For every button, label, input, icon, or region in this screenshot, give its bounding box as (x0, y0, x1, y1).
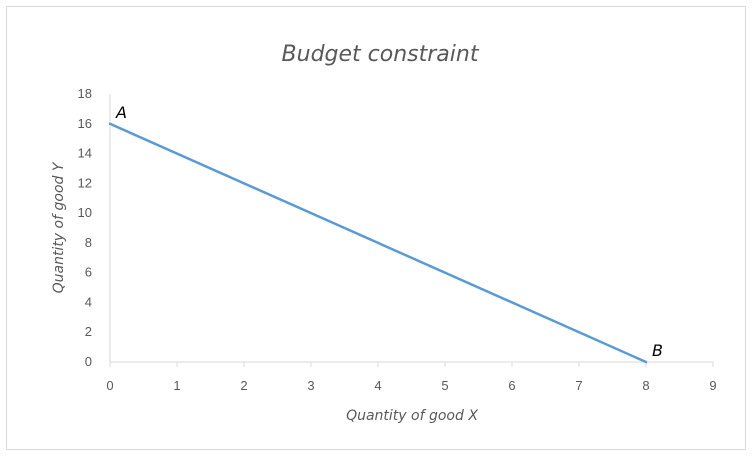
y-tick-label: 10 (78, 205, 92, 220)
y-tick-label: 6 (85, 265, 92, 280)
point-label-a: A (115, 103, 127, 122)
y-tick-label: 16 (78, 116, 92, 131)
x-tick-label: 2 (240, 378, 247, 393)
y-tick-label: 0 (85, 354, 92, 369)
y-tick-label: 2 (85, 324, 92, 339)
x-tick-label: 0 (106, 378, 113, 393)
series-layer (108, 122, 648, 364)
x-tick-label: 7 (575, 378, 582, 393)
y-tick-label: 4 (85, 294, 92, 309)
y-tick-label: 8 (85, 235, 92, 250)
budget-line (108, 122, 648, 364)
y-axis-label: Quantity of good Y (51, 161, 67, 293)
y-tick-label: 12 (78, 175, 92, 190)
x-tick-label: 8 (642, 378, 649, 393)
x-tick-label: 4 (374, 378, 381, 393)
y-tick-label: 14 (78, 146, 92, 161)
x-tick-label: 6 (508, 378, 515, 393)
x-tick-label: 9 (709, 378, 716, 393)
x-axis-label: Quantity of good X (346, 408, 478, 424)
point-label-b: B (652, 341, 663, 360)
x-tick-label: 5 (441, 378, 448, 393)
annotations-layer: AB (115, 103, 663, 360)
x-tick-label: 1 (173, 378, 180, 393)
chart-title: Budget constraint (282, 42, 480, 67)
y-tick-label: 18 (78, 86, 92, 101)
chart-frame (6, 6, 746, 450)
x-tick-label: 3 (307, 378, 314, 393)
